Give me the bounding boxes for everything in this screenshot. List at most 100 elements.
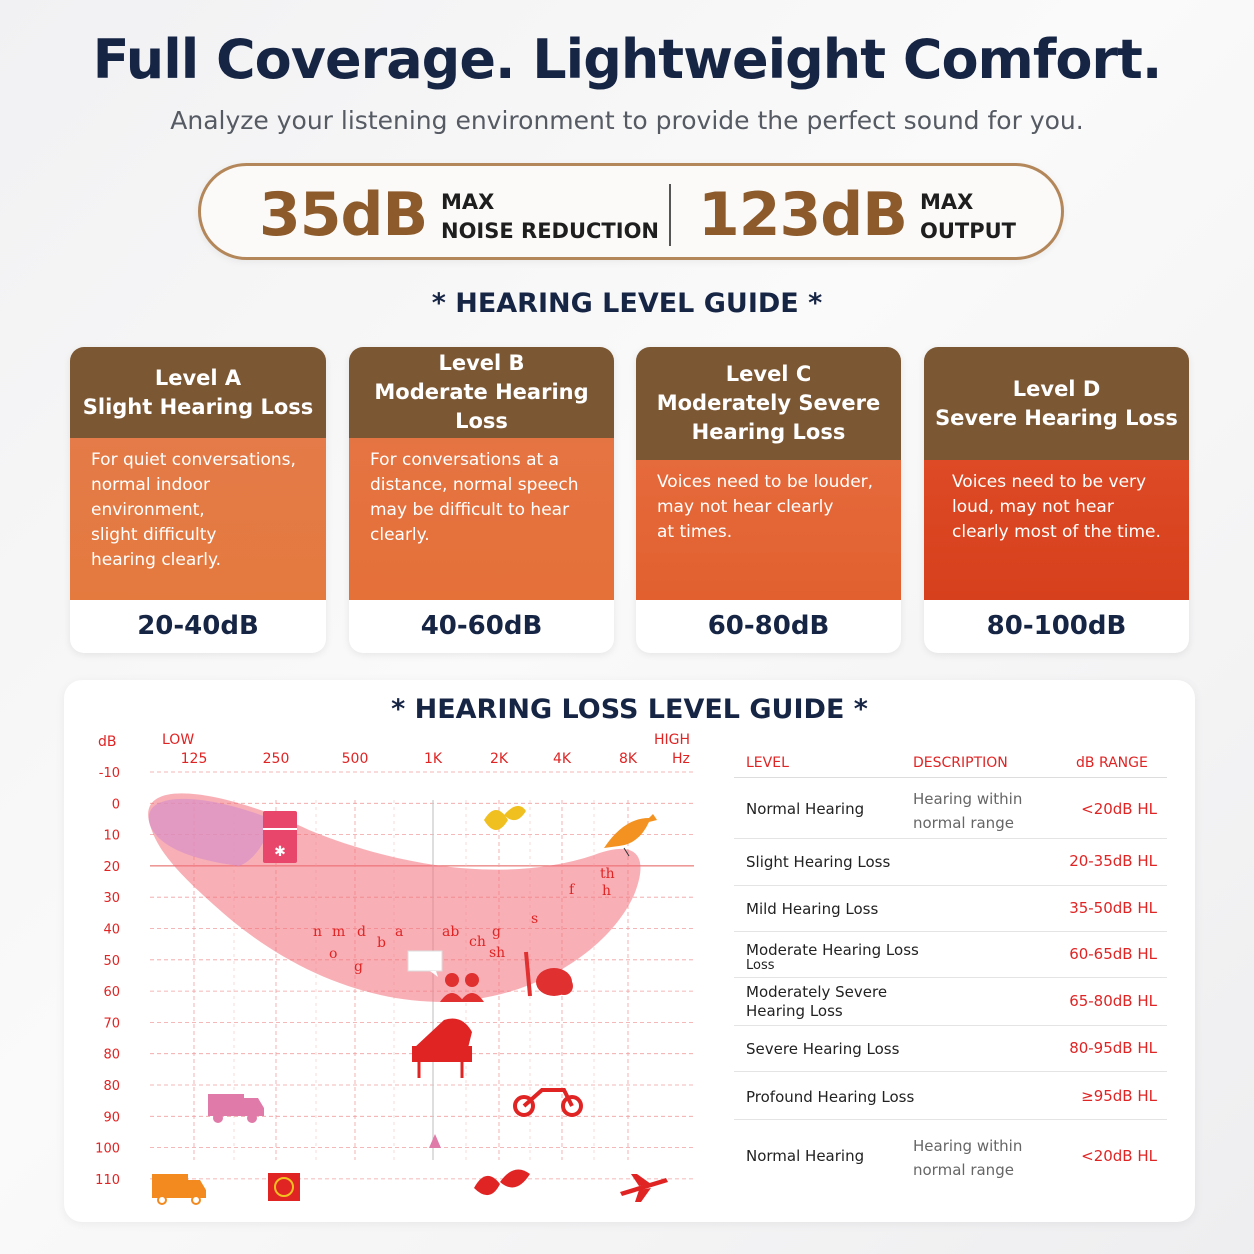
speech-sound: f <box>569 882 576 898</box>
level-c-desc-line: may not hear clearly <box>657 497 834 517</box>
svg-text:✱: ✱ <box>274 844 286 860</box>
level-c-desc-line: Voices need to be louder, <box>657 472 874 492</box>
level-d-desc-line: loud, may not hear <box>952 497 1114 517</box>
db-tick-label: 80 <box>103 1048 120 1063</box>
row-range: <20dB HL <box>1081 1147 1157 1165</box>
level-c-name-1: Moderately Severe <box>656 391 881 415</box>
row-range: <20dB HL <box>1081 800 1157 818</box>
db-axis-unit: dB <box>98 734 117 750</box>
table-row: Slight Hearing Loss 20-35dB HL <box>734 839 1167 886</box>
level-b-desc-line: distance, normal speech <box>370 475 579 495</box>
hearing-level-guide-title: * HEARING LEVEL GUIDE * <box>431 288 823 319</box>
piano-icon <box>412 1018 472 1078</box>
level-d-header: Level D Severe Hearing Loss <box>924 347 1189 460</box>
db-tick-label: 10 <box>103 829 120 844</box>
max-output-label-2: OUTPUT <box>920 219 1016 243</box>
frequency-labels: 125 250 500 1K 2K 4K 8K <box>181 751 638 767</box>
airplane-icon <box>620 1174 668 1202</box>
row-range: ≥95dB HL <box>1081 1087 1157 1105</box>
speech-sound: o <box>329 946 337 962</box>
row-level: Loss <box>746 958 775 973</box>
van-icon <box>208 1094 264 1123</box>
frequency-tick-label: 2K <box>490 751 509 767</box>
audiogram-chart: dB LOW HIGH Hz 125 250 500 1K 2K 4K 8K -10 0 10 2… <box>95 732 694 1205</box>
level-d-name: Severe Hearing Loss <box>935 405 1178 430</box>
level-a-desc-line: hearing clearly. <box>91 550 222 570</box>
db-tick-label: 50 <box>103 954 120 969</box>
row-level: Normal Hearing <box>746 1147 865 1165</box>
level-d-desc-line: clearly most of the time. <box>952 522 1161 542</box>
level-b-desc-line: clearly. <box>370 525 430 545</box>
refrigerator-icon: ✱ <box>263 811 297 863</box>
speech-sound: g <box>492 924 501 940</box>
db-tick-label: 40 <box>103 923 120 938</box>
frequency-tick-label: 1K <box>424 751 443 767</box>
level-a-label: Level A <box>154 365 242 390</box>
level-c-header: Level C Moderately Severe Hearing Loss <box>636 347 901 460</box>
row-level: Normal Hearing <box>746 800 865 818</box>
row-range: 80-95dB HL <box>1069 1039 1157 1057</box>
level-b-description: For conversations at a distance, normal … <box>349 438 614 600</box>
siren-icon <box>429 1134 441 1148</box>
level-a-header: Level A Slight Hearing Loss <box>70 347 326 438</box>
table-header-level: LEVEL <box>746 755 789 771</box>
level-b-header: Level B Moderate Hearing Loss <box>349 347 614 438</box>
noise-reduction-value: 35dB <box>259 180 428 250</box>
stats-divider <box>669 184 671 246</box>
frequency-tick-label: 4K <box>553 751 572 767</box>
level-d-card: Level D Severe Hearing Loss Voices need … <box>924 347 1189 653</box>
level-b-range: 40-60dB <box>420 611 543 641</box>
db-tick-label: 110 <box>95 1173 120 1188</box>
level-d-description: Voices need to be very loud, may not hea… <box>924 460 1189 600</box>
level-a-range: 20-40dB <box>137 611 259 641</box>
speech-sound: g <box>354 959 363 975</box>
db-tick-label: -10 <box>99 766 120 781</box>
noise-reduction-label-2: NOISE REDUCTION <box>441 219 659 243</box>
db-tick-label: 30 <box>103 891 120 906</box>
db-tick-label: 70 <box>103 1016 120 1031</box>
leaves-icon <box>484 805 526 830</box>
page-subtitle: Analyze your listening environment to pr… <box>170 106 1084 135</box>
db-tick-label: 80 <box>103 1079 120 1094</box>
speech-sound: b <box>377 935 386 951</box>
speech-sound: s <box>531 911 538 927</box>
max-output-label-1: MAX <box>920 190 974 214</box>
level-a-card: Level A Slight Hearing Loss For quiet co… <box>70 347 326 653</box>
row-level: Severe Hearing Loss <box>746 1040 900 1058</box>
speech-sound: sh <box>489 945 505 961</box>
people-icon <box>440 973 484 1002</box>
table-row: Moderately Severe Hearing Loss 65-80dB H… <box>734 978 1167 1026</box>
level-c-name-2: Hearing Loss <box>691 420 846 444</box>
hz-unit: Hz <box>672 751 690 767</box>
row-level: Profound Hearing Loss <box>746 1088 915 1106</box>
table-row: Profound Hearing Loss ≥95dB HL <box>734 1072 1167 1120</box>
level-d-desc-line: Voices need to be very <box>952 472 1147 492</box>
level-c-description: Voices need to be louder, may not hear c… <box>636 460 901 600</box>
level-b-card: Level B Moderate Hearing Loss For conver… <box>349 347 614 653</box>
table-row: Normal Hearing Hearing within normal ran… <box>734 1120 1167 1188</box>
table-header-range: dB RANGE <box>1076 755 1148 771</box>
level-b-name: Moderate Hearing Loss <box>374 380 589 433</box>
table-header-rule <box>734 777 1167 778</box>
bird-icon <box>604 814 657 857</box>
level-d-range: 80-100dB <box>986 611 1127 641</box>
row-description: Hearing within <box>913 790 1023 808</box>
leaves-icon <box>474 1169 530 1196</box>
level-c-card: Level C Moderately Severe Hearing Loss V… <box>636 347 901 653</box>
level-a-description: For quiet conversations, normal indoor e… <box>70 438 326 600</box>
level-c-desc-line: at times. <box>657 522 733 542</box>
frequency-tick-label: 250 <box>263 751 290 767</box>
row-level: Moderate Hearing Loss <box>746 941 919 959</box>
speech-sound: ch <box>469 934 486 950</box>
level-b-desc-line: may be difficult to hear <box>370 500 570 520</box>
table-row: Moderate Hearing Loss Loss 60-65dB HL <box>734 932 1167 978</box>
frequency-tick-label: 125 <box>181 751 208 767</box>
table-row: Mild Hearing Loss 35-50dB HL <box>734 886 1167 932</box>
db-tick-label: 20 <box>103 860 120 875</box>
table-row: Severe Hearing Loss 80-95dB HL <box>734 1026 1167 1072</box>
high-label: HIGH <box>654 732 690 748</box>
level-d-label: Level D <box>1012 376 1101 401</box>
truck-icon <box>152 1174 206 1205</box>
vacuum-icon <box>524 951 573 997</box>
db-tick-label: 0 <box>112 797 120 812</box>
